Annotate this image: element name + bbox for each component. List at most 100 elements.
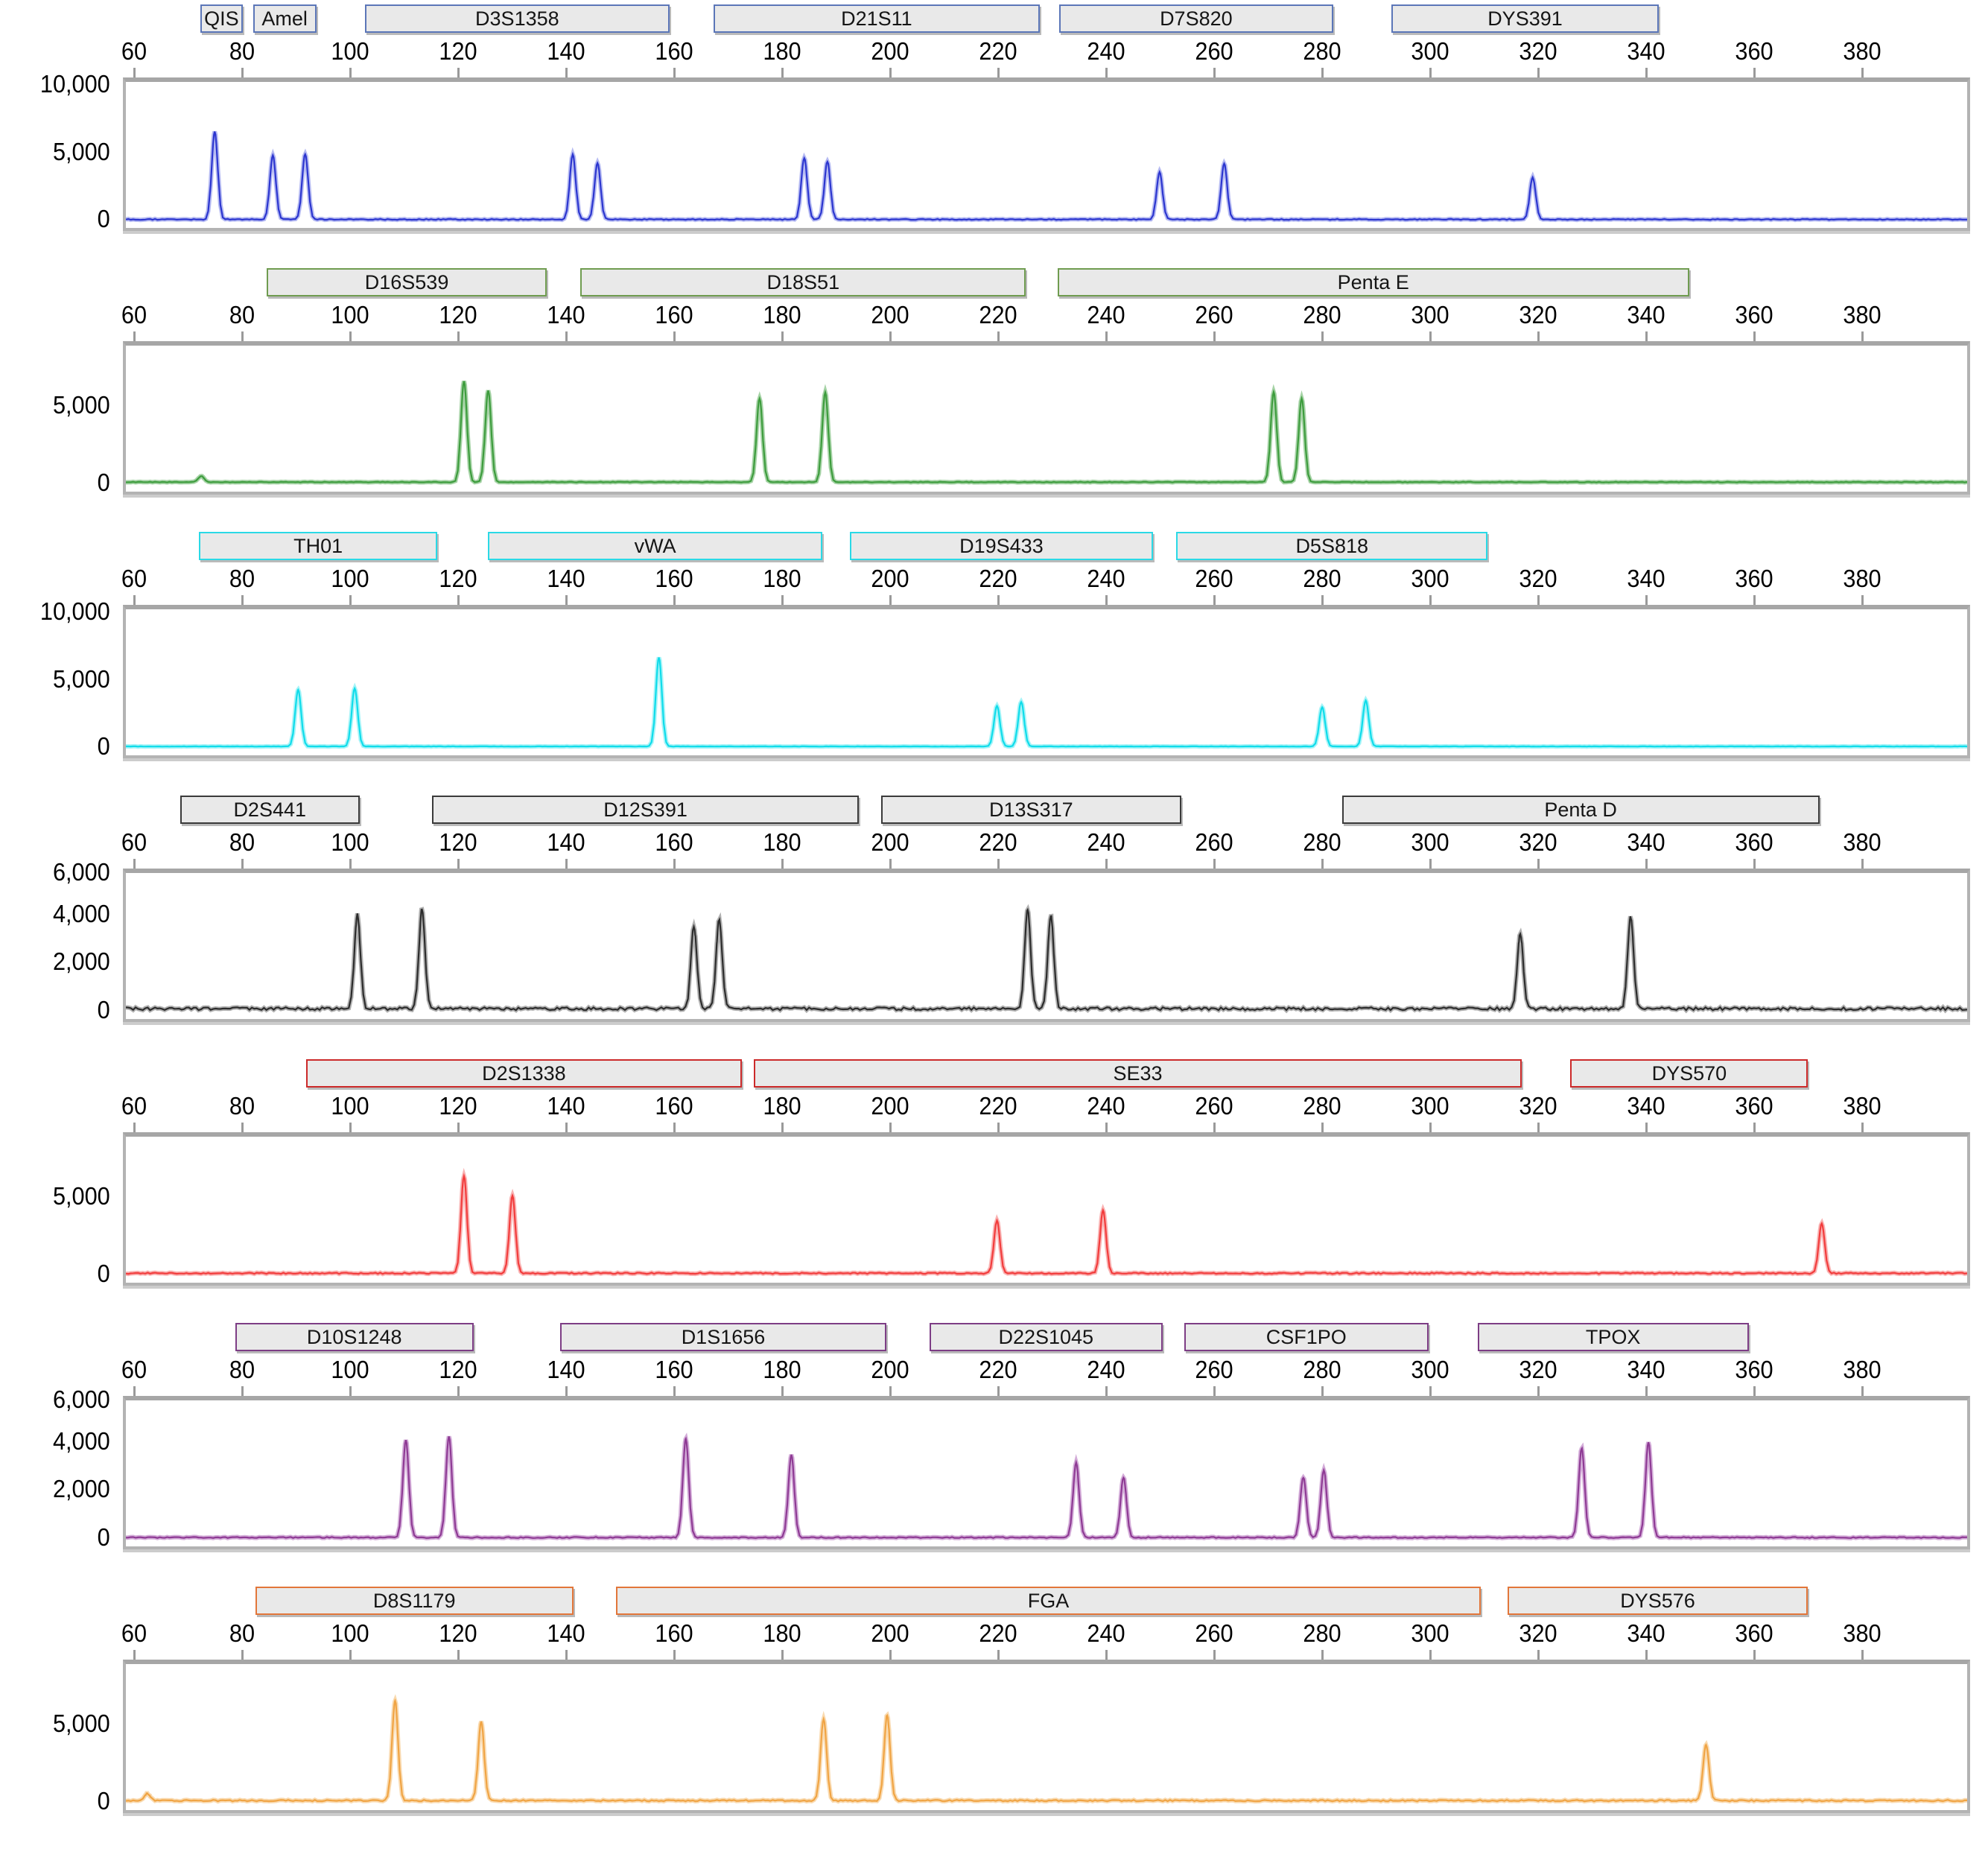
x-tick-mark [1861,1650,1864,1660]
x-tick-label: 360 [1735,301,1773,328]
y-axis-label-0: 0 [97,205,110,232]
x-tick-label: 100 [330,1092,369,1120]
x-tick-mark [457,1386,460,1396]
x-tick-mark [241,68,244,77]
x-tick-label: 340 [1627,565,1665,592]
trace-halo-red [126,1167,1967,1277]
x-tick-mark [1645,1123,1648,1132]
x-tick-mark [1753,859,1756,869]
x-tick-mark [889,595,892,605]
x-tick-label: 200 [871,828,909,856]
x-tick-mark [889,1650,892,1660]
x-tick-label: 80 [229,37,255,65]
x-tick-mark [1213,68,1216,77]
x-tick-label: 360 [1735,1092,1773,1120]
marker-label-box-d3s1358: D3S1358 [364,4,670,33]
x-tick-label: 200 [871,37,909,65]
x-tick-mark [457,1650,460,1660]
x-tick-mark [1645,859,1648,869]
x-tick-label: 380 [1843,1619,1881,1647]
x-tick-label: 340 [1627,1619,1665,1647]
x-tick-label: 200 [871,1092,909,1120]
x-tick-mark [1645,595,1648,605]
marker-label-box-vwa: vWA [488,532,823,560]
x-tick-mark [1429,595,1432,605]
x-tick-label: 260 [1195,1619,1233,1647]
x-tick-mark [133,68,136,77]
x-tick-label: 240 [1087,1092,1125,1120]
trace-line-red [126,1172,1967,1275]
x-tick-label: 160 [655,301,693,328]
x-tick-mark [1429,68,1432,77]
x-axis-ticks: 60 80 100 120 140 160 180 200 220 240 260 280 300 320… [0,827,1988,869]
x-tick-mark [1105,1386,1108,1396]
x-tick-label: 320 [1519,565,1557,592]
x-tick-mark [1429,859,1432,869]
trace-panel-cyan: TH01 vWA D19S433 D5S818 60 80 100 120 140 160 180 2… [0,530,1988,794]
x-tick-mark [673,68,676,77]
x-tick-label: 140 [547,1619,585,1647]
marker-label-box-th01: TH01 [199,532,438,560]
trace-line-black [126,907,1967,1012]
trace-panel-black: D2S441 D12S391 D13S317 Penta D 60 80 100 120 140… [0,794,1988,1058]
plot-area-cyan [123,605,1970,758]
x-tick-mark [781,1123,784,1132]
x-tick-label: 240 [1087,301,1125,328]
x-tick-mark [997,331,1000,341]
marker-label-box-fga: FGA [616,1587,1481,1615]
x-tick-label: 280 [1303,301,1341,328]
x-tick-mark [565,331,568,341]
x-tick-label: 380 [1843,1356,1881,1383]
x-tick-label: 140 [547,37,585,65]
x-tick-label: 80 [229,828,255,856]
plot-area-blue [123,77,1970,231]
x-tick-mark [1213,1650,1216,1660]
x-tick-label: 180 [763,37,801,65]
x-tick-label: 80 [229,1356,255,1383]
x-tick-mark [1753,1123,1756,1132]
x-tick-label: 120 [438,37,477,65]
x-tick-label: 200 [871,1356,909,1383]
y-axis-label-4000: 4,000 [52,899,110,927]
x-tick-label: 220 [979,1619,1017,1647]
x-tick-label: 320 [1519,1619,1557,1647]
marker-label-box-penta-e: Penta E [1057,268,1689,296]
x-tick-label: 60 [121,37,147,65]
x-tick-label: 220 [979,828,1017,856]
x-tick-mark [133,595,136,605]
x-tick-mark [349,331,352,341]
x-tick-mark [133,331,136,341]
x-tick-label: 60 [121,1619,147,1647]
x-tick-label: 340 [1627,301,1665,328]
x-tick-label: 380 [1843,37,1881,65]
x-tick-label: 300 [1411,1092,1449,1120]
x-tick-label: 300 [1411,1619,1449,1647]
x-tick-label: 60 [121,1092,147,1120]
x-tick-mark [133,859,136,869]
x-tick-mark [1753,331,1756,341]
x-tick-label: 160 [655,1092,693,1120]
x-tick-mark [1537,595,1540,605]
x-tick-label: 340 [1627,1356,1665,1383]
x-tick-label: 320 [1519,1356,1557,1383]
marker-label-row: D10S1248 D1S1656 D22S1045 CSF1PO TPOX [0,1321,1988,1354]
y-axis-label-6000: 6,000 [52,858,110,886]
trace-svg-purple [126,1432,1967,1540]
x-tick-mark [565,68,568,77]
x-tick-mark [1753,595,1756,605]
x-tick-mark [1321,68,1324,77]
marker-label-box-d2s441: D2S441 [180,796,360,824]
plot-area-purple [123,1396,1970,1549]
x-tick-label: 380 [1843,565,1881,592]
x-tick-mark [673,1650,676,1660]
x-tick-mark [781,68,784,77]
x-tick-label: 160 [655,1619,693,1647]
y-axis-label-0: 0 [97,996,110,1023]
x-tick-label: 80 [229,1619,255,1647]
x-tick-mark [1321,595,1324,605]
x-tick-label: 120 [438,565,477,592]
marker-label-box-qis: QIS [200,4,243,33]
x-tick-mark [673,595,676,605]
x-tick-mark [457,331,460,341]
